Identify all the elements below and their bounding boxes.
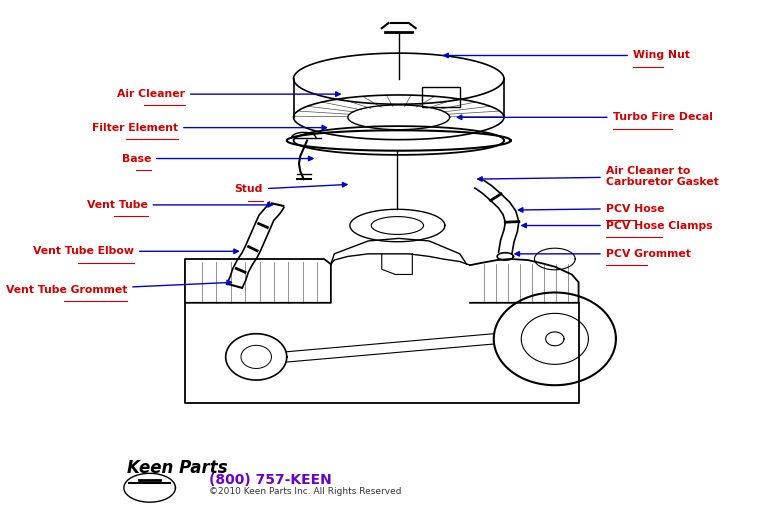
Bar — [423, 88, 460, 107]
Text: Air Cleaner to
Carburetor Gasket: Air Cleaner to Carburetor Gasket — [477, 166, 718, 188]
Polygon shape — [331, 238, 467, 264]
Text: PCV Hose: PCV Hose — [518, 204, 665, 213]
Text: ©2010 Keen Parts Inc. All Rights Reserved: ©2010 Keen Parts Inc. All Rights Reserve… — [209, 487, 401, 496]
Text: Base: Base — [122, 153, 313, 164]
Text: Keen Parts: Keen Parts — [127, 458, 228, 477]
Text: Vent Tube Elbow: Vent Tube Elbow — [33, 246, 238, 256]
Text: Filter Element: Filter Element — [92, 123, 326, 133]
Text: PCV Hose Clamps: PCV Hose Clamps — [522, 221, 712, 231]
Text: Wing Nut: Wing Nut — [444, 50, 690, 61]
Text: Turbo Fire Decal: Turbo Fire Decal — [457, 112, 712, 122]
Text: PCV Grommet: PCV Grommet — [515, 249, 691, 259]
Text: Stud: Stud — [235, 182, 347, 194]
Text: Vent Tube Grommet: Vent Tube Grommet — [6, 280, 232, 295]
Text: Air Cleaner: Air Cleaner — [117, 89, 340, 99]
Text: Vent Tube: Vent Tube — [87, 200, 273, 210]
Text: (800) 757-KEEN: (800) 757-KEEN — [209, 472, 331, 486]
